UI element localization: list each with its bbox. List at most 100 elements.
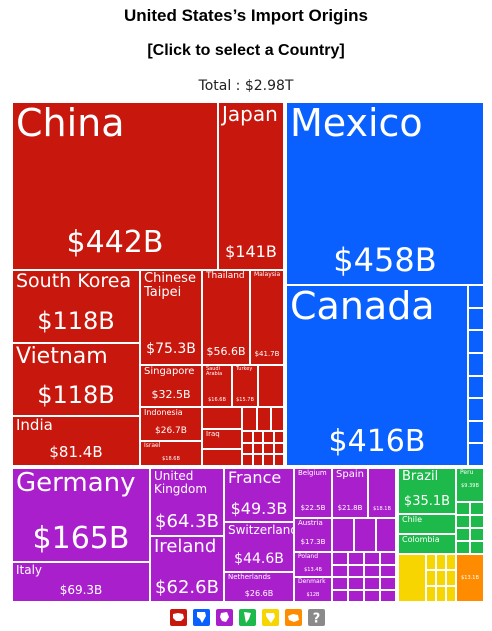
treemap-cell-singapore[interactable]: Singapore $32.5B [140, 365, 202, 407]
treemap-cell-poland[interactable]: Poland $13.4B [294, 552, 332, 577]
treemap-cell-israel[interactable]: Israel $18.6B [140, 441, 202, 466]
treemap-cell[interactable] [380, 564, 396, 577]
treemap-cell[interactable] [252, 442, 263, 455]
treemap-cell[interactable] [456, 541, 470, 554]
treemap-cell-thailand[interactable]: Thailand $56.6B [202, 270, 250, 365]
north-america-icon[interactable] [193, 609, 210, 626]
treemap-cell-canada[interactable]: Canada $416B [286, 285, 468, 466]
treemap-cell-germany[interactable]: Germany $165B [12, 468, 150, 562]
oceania-icon[interactable] [285, 609, 302, 626]
treemap-cell[interactable] [332, 577, 348, 590]
treemap-cell[interactable] [332, 589, 348, 602]
treemap-cell-turkey[interactable]: Turkey $15.7B [232, 365, 258, 407]
treemap-cell-chinese-taipei[interactable]: Chinese Taipei $75.3B [140, 270, 202, 365]
treemap-cell[interactable] [202, 449, 242, 466]
treemap-cell-ireland[interactable]: Ireland $62.6B [150, 536, 224, 602]
treemap-cell-peru[interactable]: Peru $9.39B [456, 468, 484, 502]
treemap-cell[interactable] [446, 586, 456, 602]
treemap-cell[interactable] [468, 375, 484, 399]
treemap-cell[interactable] [242, 407, 257, 431]
asia-icon[interactable] [170, 609, 187, 626]
africa-icon[interactable] [262, 609, 279, 626]
treemap-cell[interactable] [273, 454, 284, 466]
europe-icon[interactable] [216, 609, 233, 626]
treemap-cell[interactable]: $13.1B [456, 554, 484, 602]
treemap-cell[interactable] [376, 518, 396, 552]
treemap-cell-colombia[interactable]: Colombia [398, 534, 456, 554]
treemap-cell[interactable] [263, 442, 274, 455]
treemap-cell[interactable] [332, 518, 354, 552]
treemap-cell[interactable] [257, 407, 271, 431]
treemap-cell[interactable] [426, 570, 436, 586]
treemap-cell[interactable] [446, 570, 456, 586]
treemap-cell[interactable] [468, 352, 484, 376]
treemap-cell[interactable] [380, 589, 396, 602]
treemap-cell-austria[interactable]: Austria $17.3B [294, 518, 332, 552]
treemap-cell[interactable] [436, 586, 446, 602]
treemap-cell[interactable] [470, 528, 484, 541]
unknown-icon[interactable]: ? [308, 609, 325, 626]
treemap-cell-united-kingdom[interactable]: United Kingdom $64.3B [150, 468, 224, 536]
treemap-cell[interactable] [398, 554, 426, 602]
treemap-cell[interactable] [468, 420, 484, 444]
treemap-cell[interactable] [364, 589, 380, 602]
treemap-cell[interactable] [242, 442, 253, 455]
treemap-cell[interactable] [470, 515, 484, 528]
treemap-cell[interactable] [348, 577, 364, 590]
treemap-cell-switzerland[interactable]: Switzerland $44.6B [224, 522, 294, 572]
treemap-cell-spain[interactable]: Spain $21.8B [332, 468, 368, 518]
treemap-cell-netherlands[interactable]: Netherlands $26.6B [224, 572, 294, 602]
treemap-cell[interactable] [273, 431, 284, 443]
treemap-cell-denmark[interactable]: Denmark $12B [294, 577, 332, 602]
treemap-cell[interactable] [380, 552, 396, 565]
treemap-cell[interactable] [468, 330, 484, 353]
treemap-cell[interactable] [271, 407, 284, 431]
treemap-cell-china[interactable]: China $442B [12, 102, 218, 270]
treemap-cell[interactable] [242, 431, 253, 443]
treemap-cell[interactable] [380, 577, 396, 590]
treemap-cell[interactable] [348, 589, 364, 602]
treemap-cell[interactable] [456, 528, 470, 541]
treemap-cell[interactable] [446, 554, 456, 570]
treemap-cell-france[interactable]: France $49.3B [224, 468, 294, 522]
treemap-cell[interactable]: $18.1B [368, 468, 396, 518]
treemap-cell-mexico[interactable]: Mexico $458B [286, 102, 484, 285]
treemap-cell[interactable] [364, 577, 380, 590]
treemap-cell[interactable] [252, 431, 263, 443]
treemap-cell[interactable] [470, 541, 484, 554]
treemap-cell[interactable] [436, 554, 446, 570]
treemap-cell[interactable] [364, 552, 380, 565]
treemap-cell[interactable] [242, 454, 253, 466]
treemap-cell[interactable] [364, 564, 380, 577]
treemap-cell[interactable] [456, 515, 470, 528]
treemap-cell-vietnam[interactable]: Vietnam $118B [12, 343, 140, 416]
treemap-cell-iraq[interactable]: Iraq [202, 429, 242, 449]
treemap-cell[interactable] [456, 502, 470, 515]
treemap-cell-south-korea[interactable]: South Korea $118B [12, 270, 140, 343]
treemap-cell[interactable] [426, 586, 436, 602]
treemap-cell-saudi-arabia[interactable]: Saudi Arabia $16.6B [202, 365, 232, 407]
treemap-cell[interactable] [354, 518, 376, 552]
treemap-cell[interactable] [258, 365, 284, 407]
treemap-cell[interactable] [202, 407, 242, 429]
treemap-cell-japan[interactable]: Japan $141B [218, 102, 284, 270]
treemap-cell[interactable] [470, 502, 484, 515]
treemap-cell-malaysia[interactable]: Malaysia $41.7B [250, 270, 284, 365]
treemap-cell-brazil[interactable]: Brazil $35.1B [398, 468, 456, 514]
treemap-cell-indonesia[interactable]: Indonesia $26.7B [140, 407, 202, 441]
treemap-cell[interactable] [332, 564, 348, 577]
treemap-cell[interactable] [252, 454, 263, 466]
treemap-cell[interactable] [263, 431, 274, 443]
south-america-icon[interactable] [239, 609, 256, 626]
treemap-cell[interactable] [426, 554, 436, 570]
treemap-cell-belgium[interactable]: Belgium $22.5B [294, 468, 332, 518]
treemap-cell-italy[interactable]: Italy $69.3B [12, 562, 150, 602]
treemap-cell[interactable] [468, 443, 484, 466]
treemap-cell-india[interactable]: India $81.4B [12, 416, 140, 466]
treemap-cell[interactable] [468, 398, 484, 421]
treemap-cell[interactable] [348, 564, 364, 577]
treemap-cell[interactable] [332, 552, 348, 565]
treemap-cell[interactable] [468, 307, 484, 331]
treemap-cell[interactable] [273, 442, 284, 455]
treemap-cell[interactable] [436, 570, 446, 586]
